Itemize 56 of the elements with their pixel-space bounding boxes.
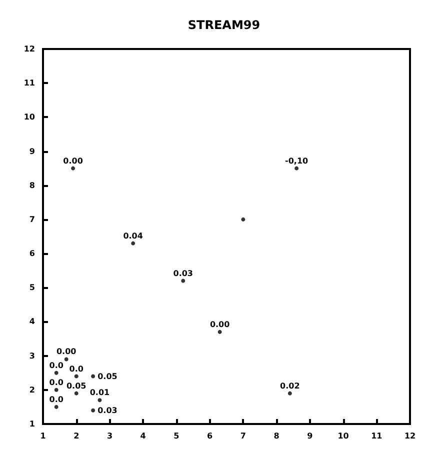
y-tick-label: 8	[29, 180, 36, 190]
annotation: 0.0	[49, 378, 64, 387]
x-tick-label: 7	[240, 432, 246, 440]
annotation: 0.0	[49, 360, 64, 370]
x-tick-label: 6	[207, 432, 214, 440]
point	[218, 330, 222, 334]
y-tick-label: 9	[29, 146, 36, 156]
annotation: 0.01	[90, 388, 110, 398]
x-tick-label: 12	[404, 432, 416, 440]
annotation: 0.03	[98, 406, 118, 415]
point	[54, 370, 58, 375]
annotation: 0.05	[66, 381, 87, 390]
annotation: 0.00	[56, 347, 77, 356]
point	[54, 388, 58, 392]
x-tick-label: 3	[106, 432, 113, 440]
annotation: 0.04	[123, 231, 144, 240]
point	[131, 241, 136, 246]
point	[181, 278, 186, 283]
point	[91, 408, 96, 412]
x-tick-label: 10	[338, 432, 350, 440]
y-tick-label: 7	[29, 214, 35, 224]
point	[74, 391, 78, 396]
x-tick-label: 1	[40, 432, 46, 440]
point	[241, 217, 246, 222]
annotation: 0.02	[280, 381, 300, 390]
point	[98, 398, 102, 402]
point	[91, 374, 96, 378]
y-tick-label: 6	[29, 249, 36, 258]
x-tick-label: 9	[307, 432, 314, 440]
point	[64, 357, 68, 362]
x-tick-label: 2	[74, 432, 80, 440]
y-tick-label: 2	[29, 385, 35, 394]
point	[74, 374, 78, 378]
y-tick-label: 1	[29, 420, 36, 428]
annotation: 0.00	[63, 156, 84, 166]
annotation: 0.0	[69, 364, 84, 374]
annotation: 0.03	[173, 268, 193, 278]
annotation: 0.05	[98, 372, 118, 381]
y-tick-label: 10	[24, 112, 36, 122]
y-tick-label: 3	[29, 351, 35, 360]
point	[288, 391, 292, 396]
annotation: -0,10	[285, 156, 309, 166]
x-tick-label: 11	[371, 432, 383, 440]
point	[71, 166, 76, 170]
point	[294, 166, 299, 170]
y-tick-label: 4	[29, 317, 36, 326]
y-tick-label: 12	[24, 44, 35, 54]
chart-title: STREAM99	[188, 18, 260, 32]
point	[54, 404, 58, 409]
x-tick-label: 4	[140, 432, 146, 440]
x-tick-label: 5	[174, 432, 180, 440]
x-tick-label: 8	[274, 432, 280, 440]
annotation: 0.0	[49, 394, 64, 404]
y-tick-label: 11	[24, 78, 36, 88]
annotation: 0.00	[210, 320, 230, 329]
y-tick-label: 5	[29, 283, 36, 292]
